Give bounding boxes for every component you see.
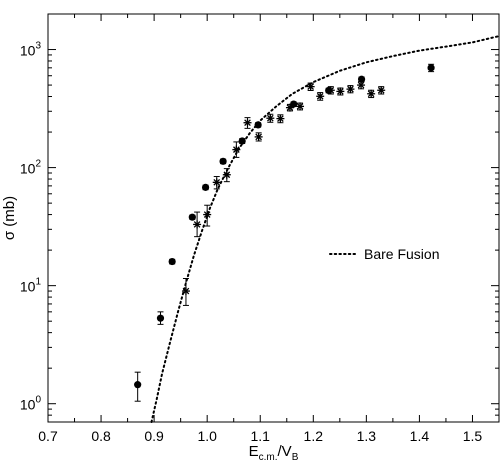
asterisk-stroke xyxy=(316,92,324,100)
data-point-asterisk xyxy=(326,86,335,95)
asterisk-stroke xyxy=(327,86,335,94)
asterisk-stroke xyxy=(213,179,221,186)
asterisk-stroke xyxy=(377,86,385,94)
x-axis-title: Ec.m./VB xyxy=(249,443,299,463)
asterisk-stroke xyxy=(203,211,211,218)
data-point-asterisk xyxy=(296,102,305,111)
data-point-asterisk xyxy=(357,81,366,90)
data-point-asterisk xyxy=(254,132,263,142)
data-point-asterisk xyxy=(266,113,275,123)
legend-label-bare-fusion: Bare Fusion xyxy=(364,246,439,262)
circle-marker xyxy=(254,121,262,129)
circle-marker xyxy=(427,64,435,72)
asterisk-stroke xyxy=(307,83,314,90)
asterisk-stroke xyxy=(193,221,201,228)
data-point-circle xyxy=(168,257,176,266)
y-tick-label: 101 xyxy=(20,277,42,295)
asterisk-stroke xyxy=(223,171,231,179)
x-tick-label: 1.3 xyxy=(357,428,377,444)
y-tick-label: 100 xyxy=(20,395,42,413)
data-point-asterisk xyxy=(306,82,315,91)
circle-marker xyxy=(357,75,366,83)
circle-marker xyxy=(188,213,196,221)
y-axis-title: σ (mb) xyxy=(1,196,18,240)
circle-marker xyxy=(168,257,176,266)
asterisk-stroke xyxy=(255,133,262,141)
circle-marker xyxy=(219,157,227,165)
data-point-asterisk xyxy=(367,89,376,99)
circle-marker xyxy=(156,314,165,322)
x-tick-label: 1.5 xyxy=(463,428,483,444)
plot-area: 0.7 0.8 0.9 1.0 1.1 1.2 1.3 1.4 1.5 100 101 102 103 xyxy=(20,13,500,444)
data-point-circle xyxy=(156,311,165,325)
x-tick-label: 0.8 xyxy=(91,428,111,444)
y-axis: 100 101 102 103 xyxy=(20,41,499,423)
data-point-asterisk xyxy=(193,211,202,238)
circle-marker xyxy=(238,137,246,145)
asterisk-stroke xyxy=(233,146,240,153)
x-tick-label: 0.7 xyxy=(38,428,58,444)
plot-frame xyxy=(47,13,500,423)
asterisk-stroke xyxy=(277,115,284,122)
asterisk-stroke xyxy=(347,85,354,93)
x-axis: 0.7 0.8 0.9 1.0 1.1 1.2 1.3 1.4 1.5 xyxy=(38,14,482,444)
x-tick-label: 1.2 xyxy=(304,428,324,444)
x-tick-label: 1.4 xyxy=(410,428,430,444)
data-point-asterisk xyxy=(232,141,241,158)
bare-fusion-layer xyxy=(150,35,500,423)
y-tick-label: 103 xyxy=(20,41,42,59)
data-points-layer xyxy=(134,63,435,402)
data-point-circle xyxy=(427,63,435,73)
data-point-asterisk xyxy=(222,168,231,183)
asterisk-stroke xyxy=(357,81,365,89)
data-point-circle xyxy=(238,137,246,145)
circle-marker xyxy=(201,183,210,191)
asterisk-stroke xyxy=(182,287,190,295)
legend: Bare Fusion xyxy=(329,246,439,262)
data-point-asterisk xyxy=(346,85,355,94)
x-tick-label: 1.0 xyxy=(197,428,217,444)
y-tick-label: 102 xyxy=(20,159,42,177)
asterisk-stroke xyxy=(337,88,344,95)
data-point-circle xyxy=(201,183,210,191)
data-point-asterisk xyxy=(336,87,345,96)
data-point-asterisk xyxy=(316,92,325,101)
bare-fusion-curve xyxy=(150,35,500,423)
asterisk-stroke xyxy=(286,104,294,111)
data-point-asterisk xyxy=(212,176,221,190)
asterisk-stroke xyxy=(266,114,274,122)
data-point-asterisk xyxy=(276,114,285,124)
data-point-circle xyxy=(188,213,196,221)
data-point-circle xyxy=(219,157,227,165)
asterisk-stroke xyxy=(244,119,251,127)
data-point-asterisk xyxy=(377,86,386,95)
data-point-asterisk xyxy=(285,103,294,112)
asterisk-stroke xyxy=(367,90,375,98)
data-point-asterisk xyxy=(203,204,212,227)
asterisk-stroke xyxy=(296,103,304,110)
data-point-asterisk xyxy=(243,117,252,129)
data-point-circle xyxy=(254,121,262,129)
data-point-circle xyxy=(357,75,366,83)
data-point-circle xyxy=(134,371,142,402)
x-tick-label: 1.1 xyxy=(251,428,271,444)
circle-marker xyxy=(134,381,142,389)
x-tick-label: 0.9 xyxy=(144,428,164,444)
data-point-asterisk xyxy=(181,277,190,306)
